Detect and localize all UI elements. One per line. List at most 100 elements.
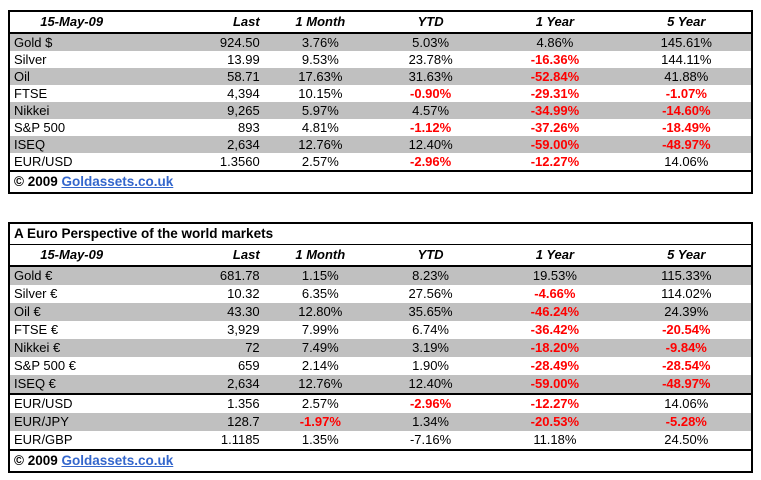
euro-market-table: A Euro Perspective of the world markets … [8, 222, 753, 473]
cell-last: 10.32 [227, 286, 260, 301]
cell-last: 681.78 [219, 268, 260, 283]
table-row: Oil 58.71 17.63% 31.63% -52.84% 41.88% [9, 68, 752, 85]
table-row: Silver 13.99 9.53% 23.78% -16.36% 144.11% [9, 51, 752, 68]
column-header-1month: 1 Month [267, 11, 373, 34]
footer-row: © 2009 Goldassets.co.uk [9, 449, 752, 472]
cell-ytd: 31.63% [408, 69, 453, 84]
cell-last: 893 [237, 120, 260, 135]
row-label: Silver € [14, 286, 58, 301]
row-label: FTSE [14, 86, 48, 101]
market-rows: Gold $924.50 3.76% 5.03% 4.86% 145.61% Silver… [9, 33, 752, 171]
cell-5year: 14.06% [621, 393, 752, 413]
cell-5year: -9.84% [665, 340, 707, 355]
cell-5year: 144.11% [661, 52, 712, 67]
column-header-5year: 5 Year [621, 11, 752, 34]
cell-1month: 1.15% [301, 268, 339, 283]
fx-rows: EUR/USD 1.356 2.57% -2.96% -12.27% 14.06% EUR/… [9, 393, 752, 450]
table-row: S&P 500 € 659 2.14% 1.90% -28.49% -28.54% [9, 357, 752, 375]
cell-ytd: 12.40% [408, 137, 453, 152]
cell-1year: -59.00% [530, 376, 580, 391]
row-label: S&P 500 € [14, 358, 76, 373]
cell-last: 2,634 [227, 137, 260, 152]
cell-ytd: 3.19% [412, 340, 449, 355]
cell-ytd: 8.23% [412, 268, 449, 283]
table-footer: © 2009 Goldassets.co.uk [9, 170, 752, 193]
header-row: 15-May-09 Last 1 Month YTD 1 Year 5 Year [9, 11, 752, 34]
column-header-5year: 5 Year [621, 244, 752, 267]
cell-1month: -1.97% [299, 414, 341, 429]
goldassets-link[interactable]: Goldassets.co.uk [61, 453, 174, 468]
table-row: Oil € 43.30 12.80% 35.65% -46.24% 24.39% [9, 303, 752, 321]
row-label: ISEQ [14, 137, 46, 152]
cell-1year: -18.20% [530, 340, 580, 355]
cell-5year: -48.97% [662, 376, 711, 391]
cell-1year: -46.24% [530, 304, 580, 319]
column-header-1month: 1 Month [267, 244, 373, 267]
cell-1year: 11.18% [533, 432, 577, 447]
column-header-last: Last [133, 11, 268, 34]
cell-5year: 41.88% [664, 69, 709, 84]
cell-5year: -14.60% [662, 103, 711, 118]
goldassets-link[interactable]: Goldassets.co.uk [61, 174, 174, 189]
column-header-date: 15-May-09 [9, 11, 134, 34]
cell-last: 13.99 [227, 52, 260, 67]
cell-1month: 6.35% [301, 286, 339, 301]
cell-5year: -18.49% [662, 120, 711, 135]
cell-ytd: -2.96% [410, 154, 452, 169]
copyright-text: © 2009 [14, 174, 58, 189]
cell-last: 58.71 [227, 69, 260, 84]
cell-last: 1.3560 [219, 154, 260, 169]
cell-ytd: -7.16% [409, 432, 452, 447]
cell-last: 924.50 [219, 35, 260, 50]
header-row: 15-May-09 Last 1 Month YTD 1 Year 5 Year [9, 244, 752, 267]
table-row: Gold $ 924.50 3.76% 5.03% 4.86% 145.61% [9, 33, 752, 51]
table-row: FTSE 4,394 10.15% -0.90% -29.31% -1.07% [9, 85, 752, 102]
cell-5year: -48.97% [662, 137, 711, 152]
cell-ytd: 35.65% [408, 304, 453, 319]
copyright-text: © 2009 [14, 453, 58, 468]
cell-1year: -12.27% [488, 393, 622, 413]
cell-1year: 19.53% [532, 268, 577, 283]
table-title: A Euro Perspective of the world markets [9, 223, 752, 245]
cell-last: 4,394 [227, 86, 260, 101]
cell-5year: 14.06% [664, 154, 709, 169]
row-label: S&P 500 [14, 120, 66, 135]
cell-ytd: 27.56% [408, 286, 453, 301]
cell-1month: 3.76% [301, 35, 339, 50]
column-header-last: Last [133, 244, 268, 267]
cell-1month: 10.15% [298, 86, 343, 101]
cell-ytd: 23.78% [408, 52, 453, 67]
table-row: Nikkei 9,265 5.97% 4.57% -34.99% -14.60% [9, 102, 752, 119]
cell-last: 128.7 [227, 414, 260, 429]
cell-5year: 115.33% [661, 268, 712, 283]
table-row: EUR/JPY 128.7 -1.97% 1.34% -20.53% -5.28% [9, 413, 752, 431]
row-label: ISEQ € [14, 376, 56, 391]
table-footer: © 2009 Goldassets.co.uk [9, 449, 752, 472]
cell-last: 43.30 [227, 304, 260, 319]
cell-1month: 12.76% [298, 137, 343, 152]
cell-5year: 145.61% [660, 35, 712, 50]
cell-1month: 4.81% [301, 120, 339, 135]
cell-1year: -37.26% [530, 120, 580, 135]
cell-1month: 2.57% [267, 393, 373, 413]
row-label: Oil € [14, 304, 41, 319]
cell-1month: 7.99% [301, 322, 339, 337]
cell-1year: -4.66% [534, 286, 576, 301]
cell-ytd: 4.57% [412, 103, 450, 118]
cell-last: 3,929 [227, 322, 260, 337]
column-header-1year: 1 Year [488, 11, 622, 34]
row-label: Nikkei [14, 103, 50, 118]
cell-1month: 7.49% [301, 340, 339, 355]
market-rows: Gold € 681.78 1.15% 8.23% 19.53% 115.33% Silve… [9, 266, 752, 394]
column-header-ytd: YTD [372, 11, 489, 34]
table-row: FTSE € 3,929 7.99% 6.74% -36.42% -20.54% [9, 321, 752, 339]
table-row: S&P 500 893 4.81% -1.12% -37.26% -18.49% [9, 119, 752, 136]
cell-5year: -20.54% [662, 322, 711, 337]
cell-5year: 114.02% [661, 286, 712, 301]
cell-5year: 24.39% [664, 304, 709, 319]
cell-ytd: 6.74% [412, 322, 449, 337]
cell-1month: 9.53% [301, 52, 339, 67]
table-row: Silver € 10.32 6.35% 27.56% -4.66% 114.02% [9, 285, 752, 303]
table-row: EUR/GBP 1.1185 1.35% -7.16% 11.18% 24.50% [9, 431, 752, 450]
title-row: A Euro Perspective of the world markets [9, 223, 752, 245]
